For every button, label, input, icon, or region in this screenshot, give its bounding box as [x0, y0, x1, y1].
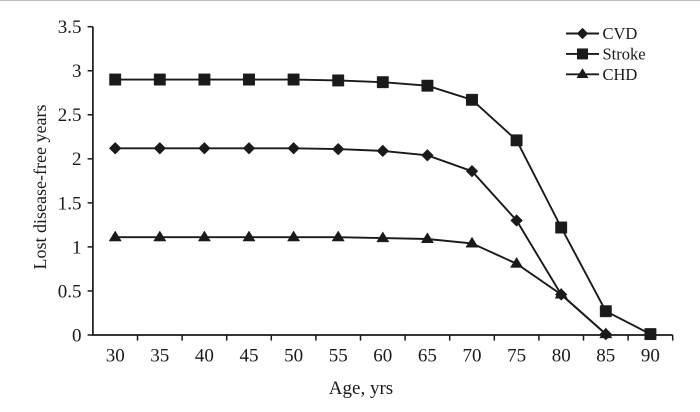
chd-marker	[599, 327, 613, 339]
x-tick-label: 50	[284, 346, 303, 367]
y-tick-label: 0	[72, 325, 82, 346]
chd-marker	[420, 232, 434, 244]
axis-lines	[92, 26, 673, 336]
legend-stroke-label: Stroke	[603, 45, 646, 64]
x-tick-label: 90	[641, 346, 660, 367]
cvd-marker	[421, 149, 434, 162]
cvd-marker	[242, 142, 256, 155]
chd-marker	[376, 231, 390, 243]
x-tick-label: 85	[596, 346, 615, 367]
stroke-marker	[555, 221, 568, 234]
chd-marker	[554, 287, 568, 299]
x-tick-label: 80	[552, 346, 571, 367]
stroke-marker	[109, 73, 122, 86]
chd-marker	[108, 230, 122, 242]
x-tick-label: 60	[373, 346, 392, 367]
axes: 0 0.5 1 1.5 2 2.5 3 3.5 30 35 40 45 50 55 60 65 70 75 80 85…	[58, 17, 674, 367]
x-tick-label: 70	[463, 346, 482, 367]
y-tick-label: 1	[72, 237, 82, 258]
x-tick-label: 65	[418, 346, 437, 367]
legend-item-stroke: Stroke	[566, 45, 646, 64]
legend-cvd-label: CVD	[603, 24, 638, 43]
cvd-marker	[108, 142, 122, 155]
chd-marker	[287, 230, 301, 242]
series-cvd-line	[115, 147, 607, 335]
y-tick-label: 0.5	[58, 281, 82, 302]
x-tick-label: 75	[507, 346, 526, 367]
stroke-marker	[153, 73, 166, 86]
series-stroke	[109, 73, 657, 341]
x-tick-label: 30	[106, 346, 125, 367]
x-tick-label: 45	[240, 346, 259, 367]
cvd-marker	[153, 142, 167, 155]
legend-chd-label: CHD	[603, 65, 638, 84]
legend-item-cvd: CVD	[566, 24, 637, 43]
stroke-marker	[421, 79, 434, 92]
stroke-marker	[376, 76, 389, 89]
series-layer	[108, 73, 657, 341]
y-tick-label: 1.5	[58, 193, 82, 214]
cvd-marker	[376, 144, 390, 158]
y-tick-label: 3	[72, 61, 82, 82]
stroke-marker	[198, 73, 211, 86]
chd-marker	[510, 256, 524, 268]
stroke-marker	[466, 93, 478, 106]
cvd-marker	[510, 214, 523, 227]
y-axis-title: Lost disease-free years	[30, 105, 50, 270]
stroke-marker	[243, 73, 255, 86]
x-axis-title: Age, yrs	[329, 378, 393, 399]
cvd-marker	[465, 164, 479, 178]
chd-marker	[197, 230, 211, 242]
stroke-marker	[599, 305, 612, 318]
series-chd-line	[115, 236, 607, 335]
chd-marker	[153, 230, 167, 242]
legend-item-chd: CHD	[566, 65, 637, 84]
cvd-marker	[287, 142, 300, 155]
series-chd	[108, 230, 613, 339]
stroke-marker	[644, 328, 657, 341]
y-tick-label: 2.5	[58, 105, 82, 126]
series-stroke-line	[115, 78, 651, 335]
chd-marker	[331, 230, 345, 242]
stroke-marker	[287, 73, 300, 86]
cvd-marker	[198, 142, 211, 155]
image-top-border	[0, 0, 700, 1]
stroke-marker	[510, 134, 523, 147]
chd-marker	[242, 230, 256, 242]
legend-cvd-marker-icon	[576, 27, 589, 40]
cvd-marker	[331, 142, 345, 156]
legend-chd-marker-icon	[576, 68, 589, 79]
chd-marker	[465, 236, 479, 248]
x-tick-label: 35	[150, 346, 169, 367]
legend-stroke-marker-icon	[577, 48, 588, 60]
x-tick-label: 55	[329, 346, 348, 367]
y-tick-label: 3.5	[58, 17, 82, 38]
series-cvd	[108, 142, 613, 341]
stroke-marker	[332, 74, 345, 87]
y-tick-label: 2	[72, 149, 82, 170]
x-tick-label: 40	[195, 346, 214, 367]
